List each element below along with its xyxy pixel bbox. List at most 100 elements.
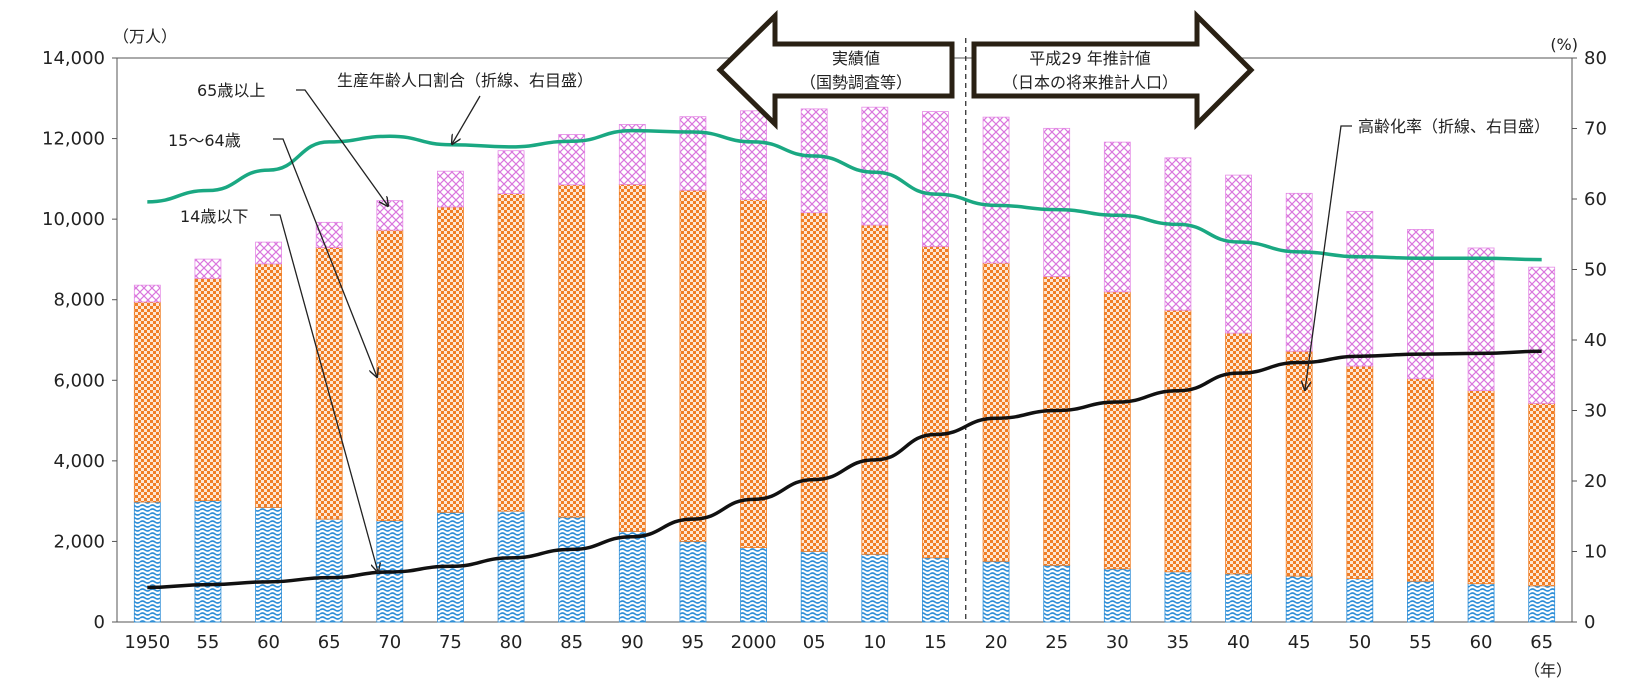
y-left-tick-label: 8,000 — [53, 290, 105, 311]
x-tick-label: 45 — [1288, 632, 1311, 653]
bar-age-65-over — [800, 108, 828, 214]
bar-age-0-14 — [679, 540, 707, 623]
bar-age-15-64 — [1467, 390, 1495, 585]
bar-age-0-14 — [1103, 568, 1131, 623]
bar-age-65-over — [982, 116, 1010, 264]
bar-age-15-64 — [437, 206, 464, 513]
bar-age-15-64 — [497, 193, 525, 512]
bar-age-15-64 — [194, 278, 222, 502]
bar-age-0-14 — [194, 500, 222, 623]
x-tick-label: 90 — [621, 632, 644, 653]
actual-period-label-2: （国勢調査等） — [800, 73, 912, 92]
y-left-unit: （万人） — [113, 27, 177, 46]
x-tick-label: 70 — [378, 632, 401, 653]
bar-age-65-over — [740, 110, 767, 201]
y-left-tick-label: 14,000 — [42, 48, 105, 69]
x-tick-label: 60 — [1470, 632, 1493, 653]
bar-age-0-14 — [1043, 564, 1071, 623]
bar-age-15-64 — [315, 247, 343, 520]
bar-age-65-over — [618, 123, 646, 185]
y-left-tick-label: 6,000 — [53, 370, 105, 391]
bar-age-15-64 — [1346, 365, 1374, 580]
label-14-under: 14歳以下 — [180, 207, 248, 226]
bar-age-15-64 — [1225, 332, 1252, 575]
bar-age-0-14 — [800, 551, 828, 623]
actual-period-arrow — [716, 10, 955, 130]
x-tick-label: 55 — [196, 632, 219, 653]
bar-age-15-64 — [1043, 276, 1071, 566]
bar-age-65-over — [376, 200, 404, 231]
bar-age-65-over — [1043, 127, 1071, 277]
bar-age-15-64 — [558, 184, 586, 518]
bar-age-65-over — [922, 111, 949, 247]
bar-age-0-14 — [497, 510, 525, 623]
x-tick-label: 65 — [1530, 632, 1553, 653]
bar-age-15-64 — [1528, 402, 1556, 587]
bar-age-15-64 — [1285, 350, 1313, 577]
bar-age-15-64 — [133, 301, 161, 503]
bar-age-0-14 — [922, 557, 949, 623]
projection-period-label-1: 平成29 年推計値 — [1029, 49, 1150, 68]
x-tick-label: 40 — [1227, 632, 1250, 653]
bar-age-0-14 — [255, 507, 282, 623]
x-tick-label: 30 — [1106, 632, 1129, 653]
leader-aging-rate — [1305, 125, 1352, 390]
leader-15-64 — [273, 138, 377, 377]
y-right-tick-label: 40 — [1584, 330, 1607, 351]
y-right-unit: (%) — [1550, 35, 1578, 54]
bar-age-65-over — [1285, 192, 1313, 352]
bar-age-0-14 — [558, 516, 586, 623]
bar-age-0-14 — [133, 501, 161, 623]
y-left-tick-label: 4,000 — [53, 451, 105, 472]
bar-age-65-over — [1467, 247, 1495, 391]
x-tick-label: 65 — [318, 632, 341, 653]
bar-age-0-14 — [1225, 573, 1252, 623]
bar-age-65-over — [1407, 229, 1434, 380]
bar-age-65-over — [497, 150, 525, 195]
bar-age-65-over — [1225, 174, 1252, 334]
x-tick-label: 55 — [1409, 632, 1432, 653]
y-left-tick-label: 12,000 — [42, 129, 105, 150]
x-tick-label: 1950 — [124, 632, 170, 653]
bar-age-65-over — [437, 170, 464, 208]
bar-age-15-64 — [800, 212, 828, 552]
line-aging-rate — [147, 349, 1542, 590]
y-right-tick-label: 30 — [1584, 401, 1607, 422]
x-tick-label: 05 — [803, 632, 826, 653]
bar-age-15-64 — [982, 262, 1010, 562]
x-tick-label: 25 — [1045, 632, 1068, 653]
bar-age-0-14 — [618, 530, 646, 623]
x-unit: （年） — [1524, 661, 1572, 680]
x-tick-label: 60 — [257, 632, 280, 653]
leader-14-under — [270, 214, 378, 572]
label-15-64: 15～64歳 — [168, 131, 241, 150]
x-tick-label: 10 — [863, 632, 886, 653]
bar-age-65-over — [1346, 210, 1374, 367]
bar-age-0-14 — [1407, 580, 1434, 623]
y-right-tick-label: 50 — [1584, 260, 1607, 281]
x-tick-label: 50 — [1348, 632, 1371, 653]
bar-age-65-over — [1164, 157, 1192, 311]
actual-period-label-1: 実績値 — [832, 49, 880, 68]
x-tick-label: 2000 — [731, 632, 777, 653]
bar-age-15-64 — [376, 229, 404, 522]
bar-age-0-14 — [1346, 578, 1374, 623]
bar-age-15-64 — [1103, 291, 1131, 570]
bar-age-15-64 — [618, 183, 646, 532]
bar-age-0-14 — [982, 560, 1010, 623]
x-tick-label: 85 — [560, 632, 583, 653]
leader-65-over — [296, 89, 388, 206]
label-working-age-ratio: 生産年齢人口割合（折線、右目盛） — [337, 71, 593, 90]
y-right-tick-label: 80 — [1584, 48, 1607, 69]
x-tick-label: 80 — [500, 632, 523, 653]
bar-age-15-64 — [1407, 378, 1434, 582]
bar-age-65-over — [861, 106, 889, 226]
y-left-tick-label: 2,000 — [53, 531, 105, 552]
bar-age-15-64 — [922, 246, 949, 559]
x-tick-label: 75 — [439, 632, 462, 653]
x-tick-label: 35 — [1166, 632, 1189, 653]
bar-age-0-14 — [1285, 575, 1313, 623]
bar-age-0-14 — [861, 553, 889, 623]
bar-age-15-64 — [255, 263, 282, 508]
